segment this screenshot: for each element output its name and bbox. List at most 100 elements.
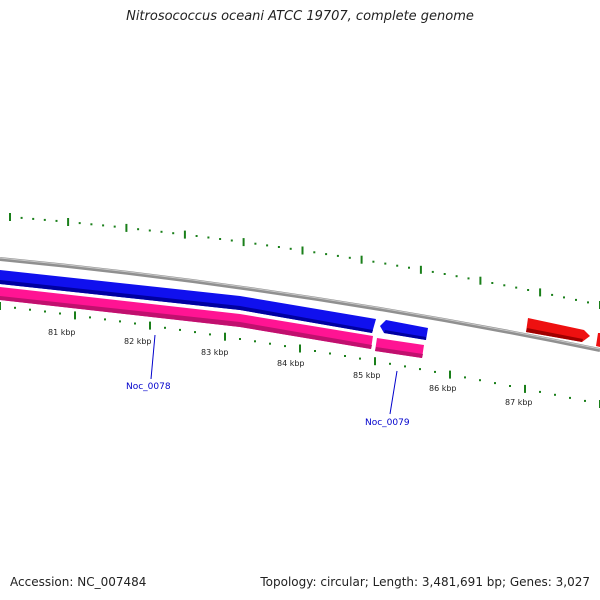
inner-tick [434, 370, 436, 373]
outer-tick [172, 232, 175, 235]
inner-tick [149, 321, 151, 330]
gene-label-leader [389, 370, 398, 415]
cds-reverse-arrow-shade [384, 330, 426, 340]
tick-label: 87 kbp [505, 398, 533, 407]
inner-tick [179, 328, 181, 331]
tick-label: 82 kbp [124, 337, 152, 346]
inner-tick [224, 332, 226, 341]
inner-tick [389, 362, 391, 365]
inner-tick [209, 333, 211, 336]
outer-tick [479, 276, 482, 285]
outer-tick [360, 255, 363, 264]
outer-tick [491, 282, 494, 284]
inner-tick [404, 365, 406, 368]
outer-tick [503, 284, 506, 287]
inner-tick [479, 379, 481, 382]
outer-tick [78, 222, 81, 225]
inner-tick [329, 352, 331, 355]
gene-label-leader [150, 334, 156, 380]
genome-backbone [0, 257, 600, 352]
outer-tick [313, 251, 316, 254]
inner-tick [554, 393, 556, 396]
outer-tick [372, 260, 375, 263]
gene-feature-small-shade [375, 347, 423, 358]
inner-tick [524, 384, 526, 393]
inner-tick [539, 390, 541, 393]
inner-tick [359, 357, 361, 360]
genome-backbone-highlight [0, 257, 600, 350]
outer-tick [195, 235, 198, 237]
map-title: Nitrosococcus oceani ATCC 19707, complet… [126, 9, 474, 24]
cds-forward-arrow-2[interactable] [596, 333, 600, 347]
inner-tick [194, 331, 196, 334]
outer-tick [539, 288, 542, 297]
outer-tick [219, 238, 222, 240]
outer-tick [563, 296, 565, 299]
inner-tick [0, 302, 1, 310]
outer-tick [587, 301, 589, 304]
tick-label: 84 kbp [277, 359, 305, 368]
accession-text: Accession: NC_007484 [10, 575, 147, 589]
outer-tick [67, 218, 70, 226]
inner-tick [269, 342, 271, 345]
outer-tick [348, 256, 351, 259]
tick-label: 85 kbp [353, 371, 381, 380]
gene-label-noc-0078[interactable]: Noc_0078 [126, 382, 171, 392]
outer-tick [32, 217, 35, 220]
outer-tick [325, 253, 328, 256]
inner-tick [74, 311, 76, 320]
outer-tick [160, 230, 163, 233]
outer-tick [113, 225, 116, 228]
outer-tick [43, 218, 46, 221]
inner-tick [254, 340, 256, 343]
outer-tick [148, 229, 151, 232]
inner-tick [119, 320, 121, 323]
inner-tick [89, 316, 91, 319]
outer-tick [551, 293, 554, 296]
outer-tick-row [9, 213, 600, 309]
outer-tick [289, 247, 292, 250]
outer-tick [102, 224, 105, 227]
outer-tick [277, 246, 280, 248]
inner-tick [494, 382, 496, 385]
outer-tick [431, 270, 434, 273]
cds-reverse-feature-shade [0, 280, 373, 333]
outer-tick [207, 236, 210, 239]
outer-tick [419, 265, 422, 274]
gene-label-noc-0079[interactable]: Noc_0079 [365, 418, 410, 428]
gene-feature-shade [0, 296, 372, 349]
outer-tick [443, 273, 446, 275]
tick-label: 86 kbp [429, 384, 457, 393]
outer-tick [467, 277, 470, 280]
inner-tick [44, 310, 46, 313]
outer-tick [575, 298, 577, 301]
inner-tick [449, 370, 451, 379]
inner-tick-row [0, 302, 600, 408]
outer-tick [20, 216, 23, 219]
outer-tick [230, 239, 233, 242]
outer-tick [301, 246, 304, 255]
inner-tick [284, 345, 286, 348]
inner-tick [239, 338, 241, 340]
inner-tick [419, 368, 421, 371]
outer-tick [527, 289, 530, 291]
outer-tick [242, 238, 245, 247]
outer-tick [408, 266, 410, 269]
outer-tick [266, 244, 269, 247]
outer-tick [384, 262, 387, 265]
inner-tick [14, 306, 16, 309]
cds-forward-arrow[interactable] [526, 318, 590, 342]
inner-tick [464, 376, 466, 379]
outer-tick [336, 254, 339, 257]
outer-tick [55, 219, 58, 222]
outer-tick [125, 223, 128, 232]
cds-reverse-arrow[interactable] [380, 320, 428, 340]
outer-tick [90, 223, 93, 226]
inner-tick [509, 385, 511, 387]
outer-tick [254, 242, 257, 245]
inner-tick [584, 399, 586, 402]
outer-tick [455, 275, 458, 278]
inner-tick [344, 355, 346, 357]
tick-label: 81 kbp [48, 328, 76, 337]
